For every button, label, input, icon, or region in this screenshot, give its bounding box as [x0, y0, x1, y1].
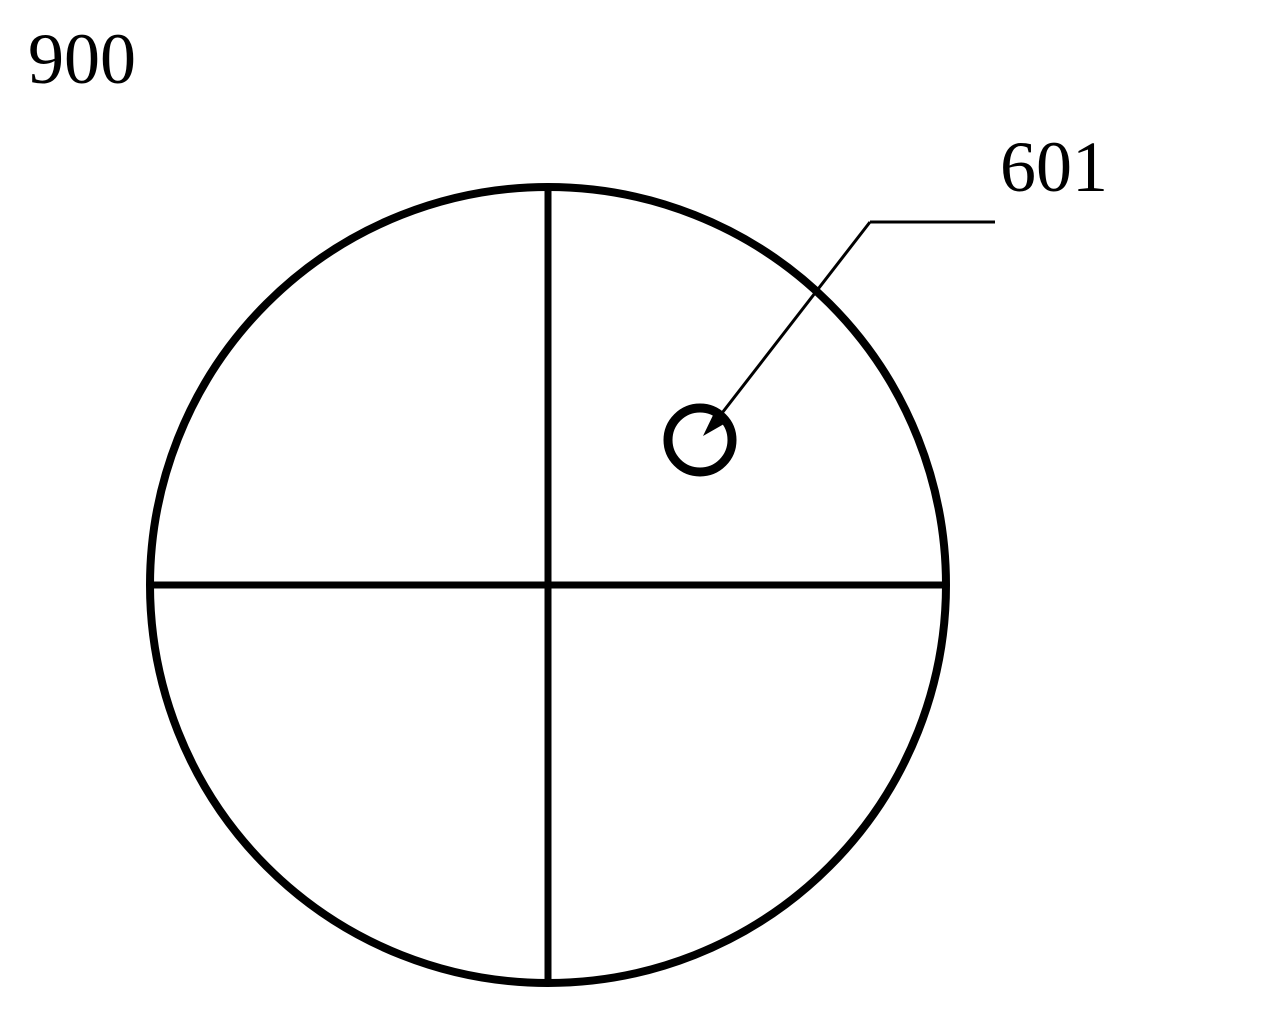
callout-circle	[668, 408, 732, 472]
figure-number-label: 900	[28, 18, 136, 101]
callout-number-label: 601	[1000, 126, 1108, 209]
